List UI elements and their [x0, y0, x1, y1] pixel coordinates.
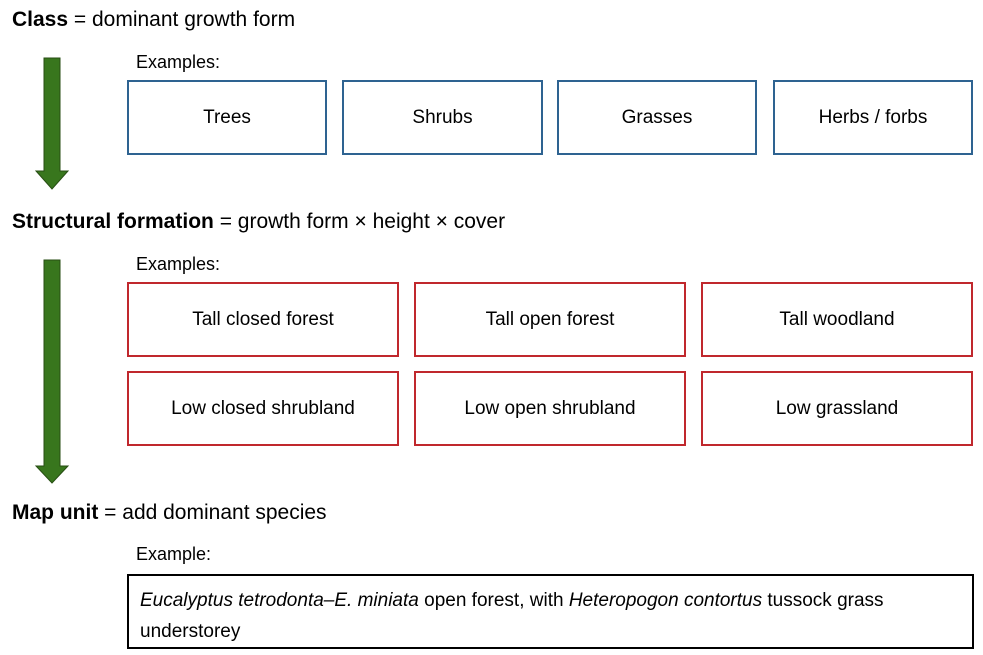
formation-term: Structural formation	[12, 210, 214, 233]
class-definition: = dominant growth form	[68, 8, 296, 31]
down-arrow-2	[34, 259, 70, 484]
map-unit-heading: Map unit = add dominant species	[12, 501, 327, 525]
map-unit-definition: = add dominant species	[98, 501, 327, 524]
species-name-1: Eucalyptus tetrodonta–E. miniata	[140, 590, 419, 611]
map-unit-term: Map unit	[12, 501, 99, 524]
class-box-trees: Trees	[127, 80, 327, 155]
example-text-2: tussock grass understorey	[140, 590, 884, 642]
species-name-2: Heteropogon contortus	[568, 590, 763, 611]
class-box-shrubs: Shrubs	[342, 80, 543, 155]
class-box-grasses: Grasses	[557, 80, 757, 155]
formation-box-tall-woodland: Tall woodland	[701, 282, 973, 357]
map-unit-example-box: Eucalyptus tetrodonta–E. miniata open fo…	[127, 574, 974, 649]
formation-heading: Structural formation = growth form × hei…	[12, 210, 505, 234]
class-heading: Class = dominant growth form	[12, 8, 295, 32]
formation-box-low-open-shrubland: Low open shrubland	[414, 371, 686, 446]
formation-box-low-closed-shrubland: Low closed shrubland	[127, 371, 399, 446]
map-unit-example-label: Example:	[136, 544, 212, 564]
class-term: Class	[12, 8, 69, 31]
formation-box-tall-closed-forest: Tall closed forest	[127, 282, 399, 357]
class-box-herbs-forbs: Herbs / forbs	[773, 80, 973, 155]
formation-box-tall-open-forest: Tall open forest	[414, 282, 686, 357]
class-examples-label: Examples:	[136, 52, 221, 72]
formation-examples-label: Examples:	[136, 254, 221, 274]
down-arrow-1	[34, 57, 70, 190]
map-unit-example-text: Eucalyptus tetrodonta–E. miniata open fo…	[140, 585, 960, 647]
formation-definition: = growth form × height × cover	[213, 210, 506, 233]
formation-box-low-grassland: Low grassland	[701, 371, 973, 446]
example-text-1: open forest, with	[418, 590, 569, 611]
